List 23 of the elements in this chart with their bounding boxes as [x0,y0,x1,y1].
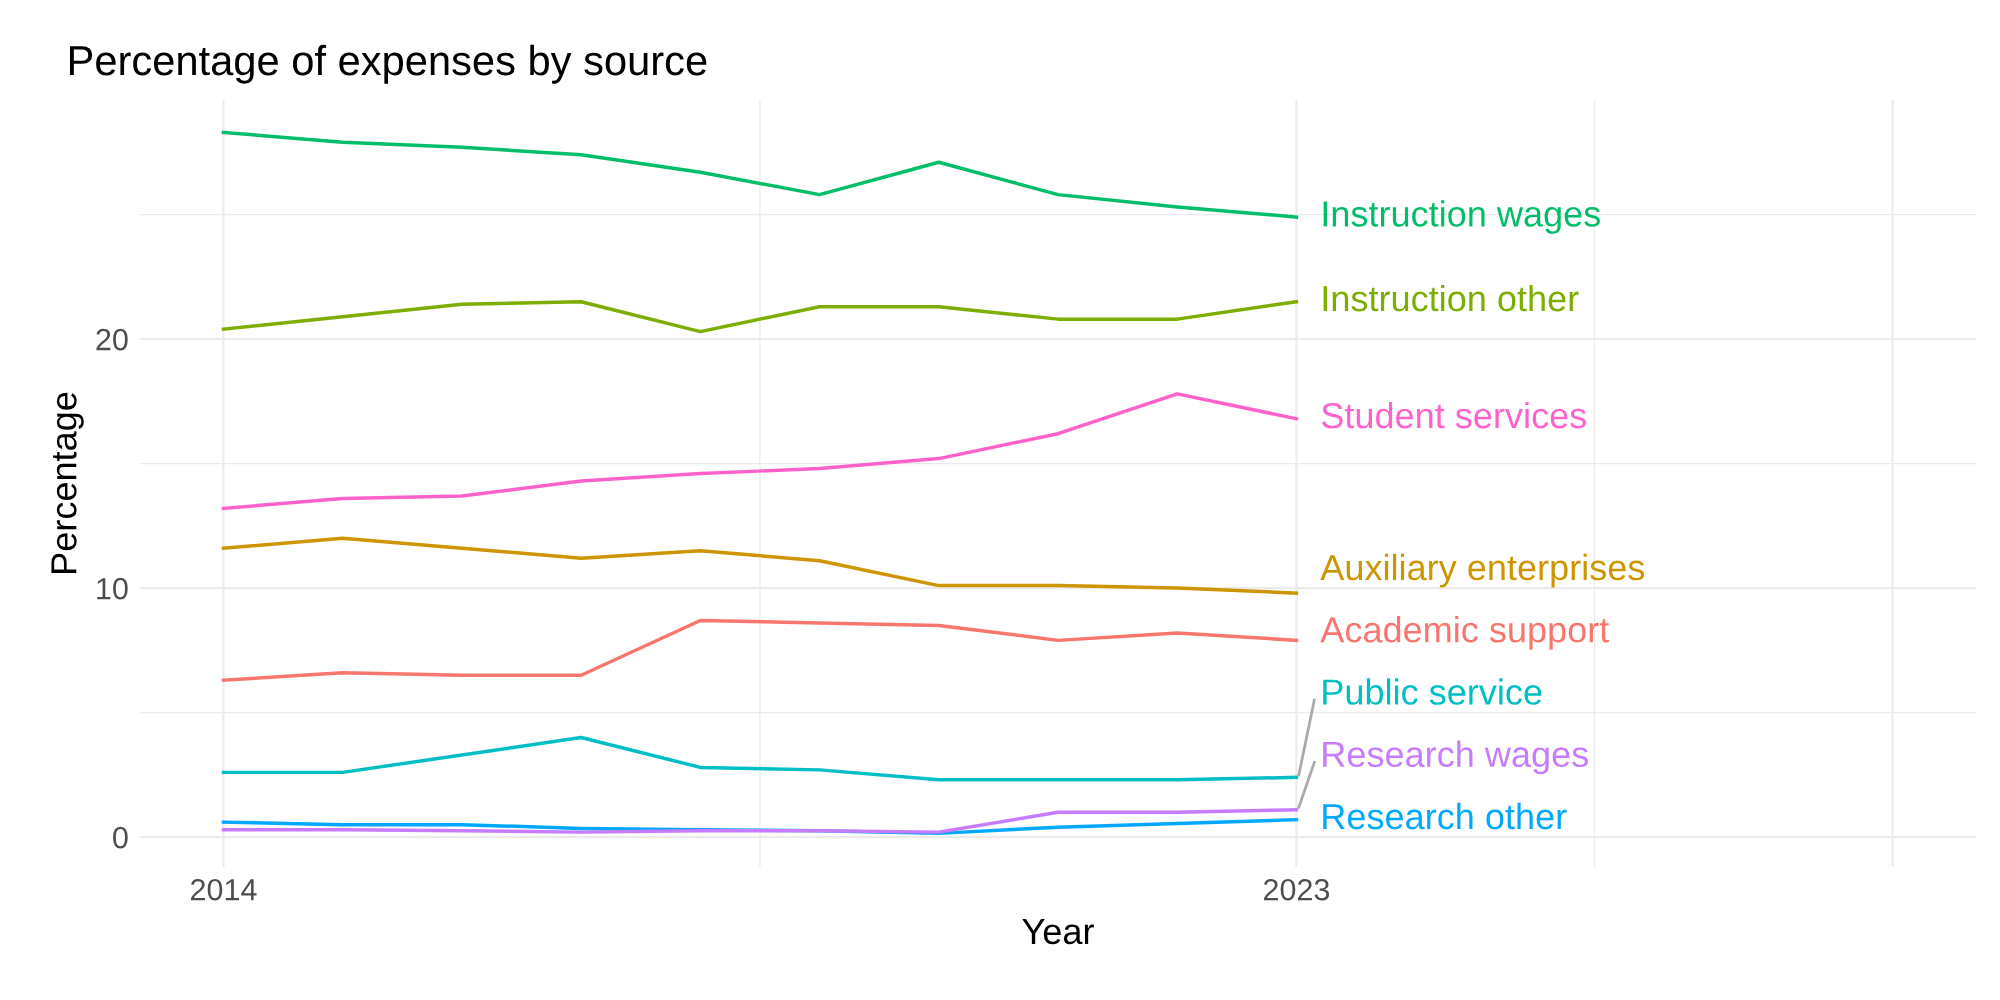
line-series [221,618,1299,682]
line-series [221,536,1299,595]
y-tick-label: 20 [96,328,128,351]
series-label: Research wages [1323,740,1588,775]
chart-title: Percentage of expenses by source [69,44,707,84]
y-tick-label: 0 [113,826,128,849]
series-label: Student services [1321,401,1586,429]
line-series [221,807,1299,834]
y-axis-title: Percentage [51,392,84,573]
y-tick-label: 10 [97,577,128,600]
text: Public service [1323,678,1542,705]
x-axis-title: Year [1022,919,1094,945]
series-label: Research other [1323,802,1567,830]
series-label: Auxiliary enterprises [1320,553,1645,588]
x-tick-label: 2023 [1264,878,1330,901]
line-series [221,130,1299,219]
series-label: Instruction wages [1323,200,1600,234]
line-series [221,735,1299,782]
x-tick-label: 2014 [191,878,257,901]
line-series [221,392,1299,511]
series-label: Instruction other [1323,284,1579,312]
series-label: Academic support [1320,616,1610,650]
line-series [221,299,1299,334]
